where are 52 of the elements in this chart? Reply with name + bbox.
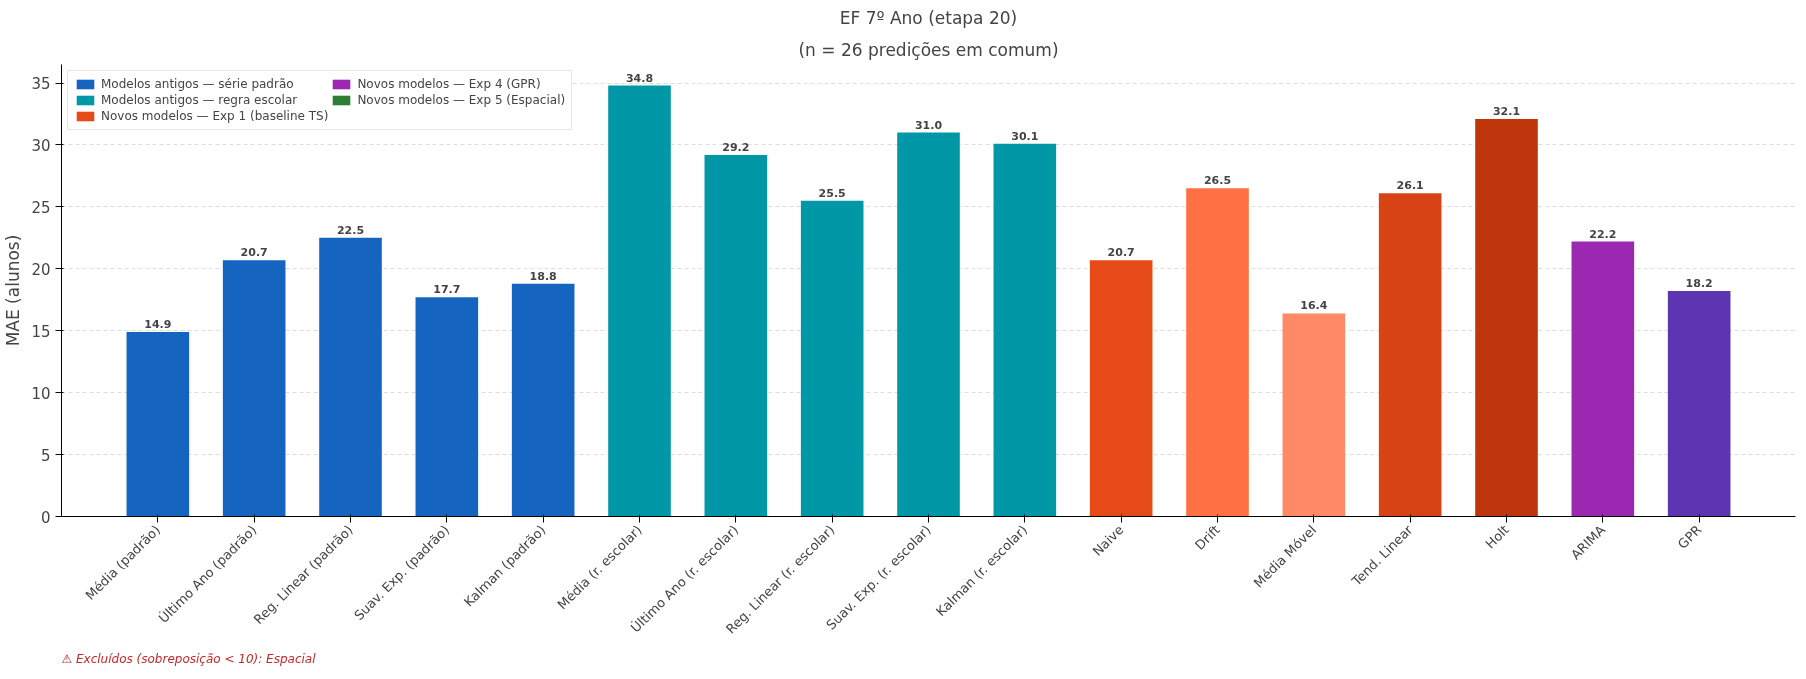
chart-title: EF 7º Ano (etapa 20) bbox=[839, 7, 1018, 28]
bar bbox=[511, 283, 575, 517]
data-label: 17.7 bbox=[433, 283, 461, 297]
y-tick-label: 35 bbox=[31, 75, 51, 94]
legend-label: Novos modelos — Exp 5 (Espacial) bbox=[357, 93, 566, 107]
data-label: 20.7 bbox=[1107, 246, 1135, 260]
bar bbox=[1475, 118, 1538, 517]
data-label: 25.5 bbox=[818, 186, 846, 200]
data-label: 14.9 bbox=[144, 317, 172, 331]
legend-label: Modelos antigos — série padrão bbox=[101, 77, 294, 91]
data-label: 31.0 bbox=[914, 118, 943, 132]
data-label: 18.2 bbox=[1685, 277, 1713, 291]
y-tick-label: 20 bbox=[31, 260, 51, 279]
data-label: 32.1 bbox=[1492, 104, 1521, 118]
bar bbox=[897, 132, 960, 517]
y-axis-title: MAE (alunos) bbox=[3, 234, 24, 347]
data-label: 26.1 bbox=[1396, 179, 1424, 193]
y-tick-label: 30 bbox=[31, 136, 51, 155]
x-tick-label: GPR bbox=[1674, 522, 1705, 552]
bar bbox=[1571, 241, 1635, 517]
data-label: 18.8 bbox=[529, 269, 557, 283]
y-tick-label: 25 bbox=[31, 198, 51, 217]
data-label: 26.5 bbox=[1203, 174, 1232, 188]
text: ⚠ Excluídos (sobreposição < 10): Espacial bbox=[61, 651, 317, 666]
data-label: 34.8 bbox=[625, 71, 654, 85]
bar bbox=[319, 237, 382, 517]
bar bbox=[1667, 291, 1731, 517]
y-tick-label: 0 bbox=[40, 508, 51, 527]
data-label: 22.5 bbox=[336, 223, 365, 237]
data-label: 29.2 bbox=[722, 140, 750, 154]
data-label: 30.1 bbox=[1011, 129, 1039, 143]
bar bbox=[222, 260, 286, 517]
chart-subtitle: (n = 26 predições em comum) bbox=[798, 39, 1059, 60]
legend-label: Modelos antigos — regra escolar bbox=[101, 93, 298, 107]
y-tick-label: 15 bbox=[31, 322, 51, 341]
bar bbox=[1282, 313, 1346, 517]
data-label: 22.2 bbox=[1589, 227, 1617, 241]
y-tick-label: 10 bbox=[31, 384, 51, 403]
bar bbox=[126, 331, 190, 517]
bar bbox=[1186, 188, 1249, 517]
bar bbox=[800, 200, 864, 517]
data-label: 20.7 bbox=[240, 246, 268, 260]
bar bbox=[993, 143, 1057, 517]
bar bbox=[1378, 193, 1442, 517]
data-label: 16.4 bbox=[1300, 299, 1328, 313]
bar bbox=[704, 154, 768, 517]
legend-label: Novos modelos — Exp 1 (baseline TS) bbox=[101, 109, 329, 123]
bar bbox=[608, 85, 671, 517]
legend-label: Novos modelos — Exp 4 (GPR) bbox=[357, 77, 541, 91]
bar bbox=[415, 297, 479, 517]
y-tick-label: 5 bbox=[40, 446, 51, 465]
bar bbox=[1089, 260, 1153, 517]
